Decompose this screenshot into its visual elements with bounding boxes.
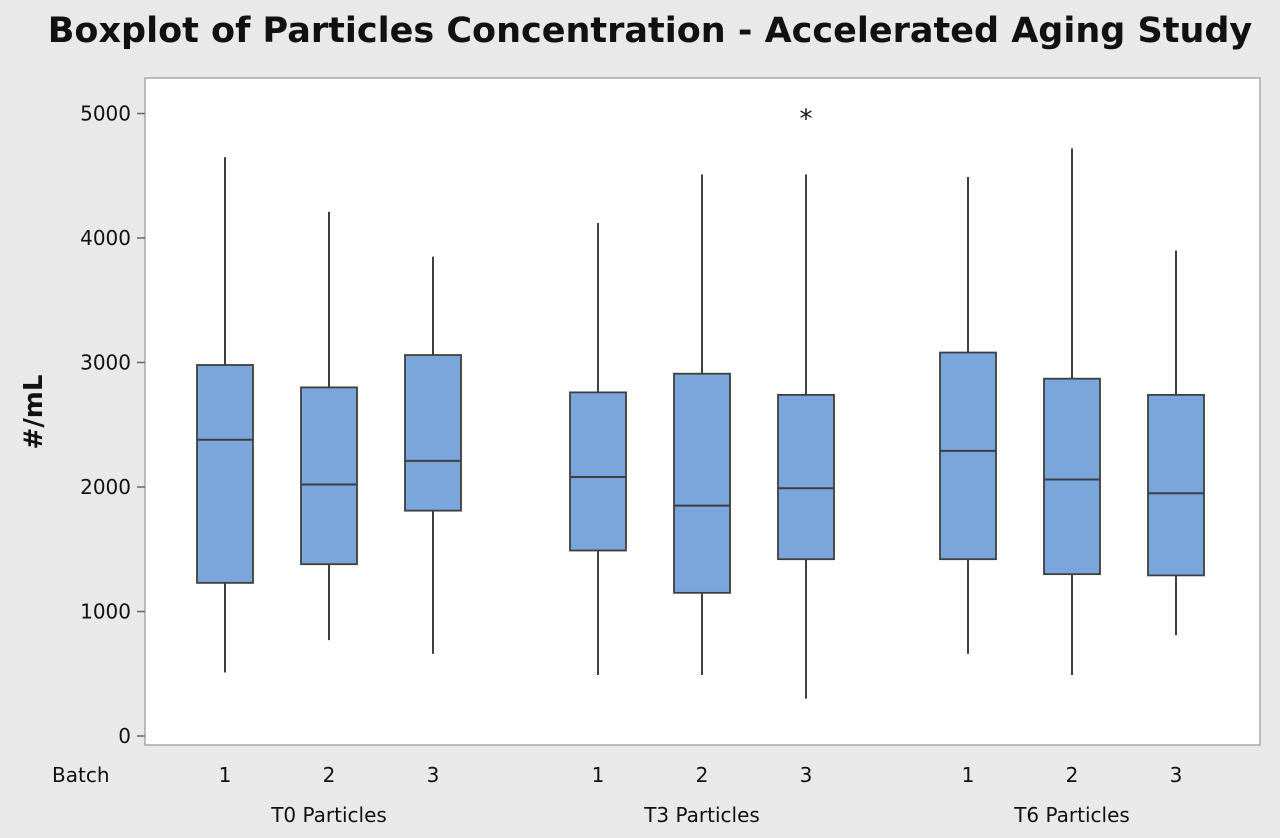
y-tick-label: 4000 (80, 226, 131, 250)
outlier-point: * (800, 105, 813, 135)
group-label: T6 Particles (1013, 803, 1130, 827)
batch-tick-label: 3 (1170, 763, 1183, 787)
box (569, 391, 627, 552)
box-group (569, 223, 627, 675)
box-group (939, 176, 997, 654)
box-group (300, 211, 358, 641)
group-label: T3 Particles (643, 803, 760, 827)
y-tick-label: 2000 (80, 475, 131, 499)
x-axis: T0 Particles 1 2 3 T3 Particles 1 2 3 T6 Particl… (219, 763, 1183, 827)
box (673, 372, 731, 594)
box (1147, 393, 1205, 577)
chart-title: Boxplot of Particles Concentration - Acc… (48, 11, 1253, 51)
y-tick-label: 3000 (80, 351, 131, 375)
y-tick-label: 0 (118, 724, 131, 748)
group-label: T0 Particles (270, 803, 387, 827)
batch-tick-label: 2 (696, 763, 709, 787)
batch-tick-label: 3 (427, 763, 440, 787)
box-group (196, 157, 254, 673)
x-axis-label: Batch (52, 763, 110, 787)
box (1043, 377, 1101, 576)
box-group (1043, 148, 1101, 675)
batch-tick-label: 1 (962, 763, 975, 787)
box-group (1147, 250, 1205, 636)
batch-tick-label: 1 (219, 763, 232, 787)
box (404, 354, 462, 512)
y-tick-label: 5000 (80, 102, 131, 126)
box (939, 351, 997, 561)
y-tick-label: 1000 (80, 600, 131, 624)
box-group (404, 256, 462, 654)
box (196, 364, 254, 584)
batch-tick-label: 3 (800, 763, 813, 787)
box-group: * (777, 105, 835, 699)
box (300, 386, 358, 566)
batch-tick-label: 1 (592, 763, 605, 787)
box-group (673, 174, 731, 675)
batch-tick-label: 2 (1066, 763, 1079, 787)
y-axis: 0 1000 2000 3000 4000 5000 (80, 102, 145, 748)
box (777, 393, 835, 561)
y-axis-label: #/mL (19, 375, 49, 450)
boxes: * (196, 105, 1205, 699)
batch-tick-label: 2 (323, 763, 336, 787)
